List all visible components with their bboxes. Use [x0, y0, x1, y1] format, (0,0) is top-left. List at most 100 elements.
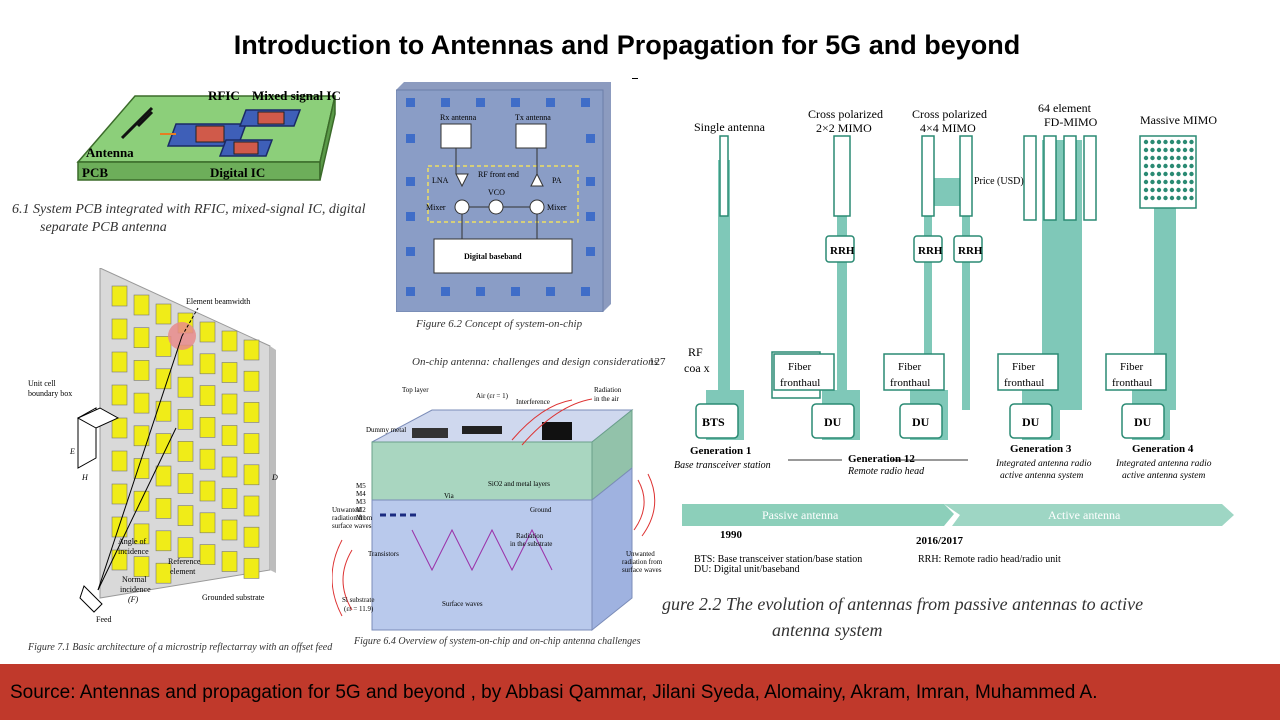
patch-element: [221, 330, 238, 352]
antenna-element-dot: [1150, 187, 1155, 193]
antenna-element-dot: [1182, 195, 1188, 201]
fig22-label-gen12-sub: Remote radio head: [847, 466, 925, 477]
antenna-element-dot: [1182, 155, 1188, 161]
figure-7-1: Element beamwidth Unit cell boundary box…: [20, 268, 350, 658]
antenna-element-dot: [1143, 171, 1149, 177]
patch-element: [111, 318, 128, 340]
patch-element: [111, 351, 128, 373]
patch-element: [221, 456, 238, 478]
antenna-element-dot: [1176, 179, 1181, 185]
fig22-label-rf2: coa x: [684, 361, 710, 375]
antenna-element-dot: [1156, 187, 1162, 193]
fig22-label-gen4-sub2: active antenna system: [1122, 471, 1206, 481]
patch-element: [111, 285, 128, 307]
patch-element: [111, 450, 128, 472]
fig64-label-m3: M3: [356, 498, 366, 506]
fig71-label-beam: Element beamwidth: [186, 297, 250, 306]
fig64-label-interference: Interference: [516, 398, 550, 406]
fig61-caption-line1: 6.1 System PCB integrated with RFIC, mix…: [12, 202, 366, 217]
fig22-label-price: Price (USD): [974, 176, 1024, 187]
patch-element: [133, 556, 150, 577]
figure-6-2: Rx antenna Tx antenna RF front end LNA P…: [396, 82, 636, 334]
patch-element: [199, 480, 216, 502]
patch-element: [177, 473, 194, 494]
patch-element: [243, 495, 260, 517]
fig61-label-antenna: Antenna: [86, 145, 134, 160]
fig71-label-ground: Grounded substrate: [202, 593, 265, 602]
fig71-label-h: H: [81, 473, 89, 482]
fig71-caption: Figure 7.1 Basic architecture of a micro…: [28, 642, 333, 653]
antenna-element-dot: [1169, 139, 1175, 145]
figure-6-1: RFIC Mixed signal IC Antenna PCB Digital…: [0, 80, 395, 240]
fig71-label-unit1: Unit cell: [28, 379, 57, 388]
antenna-element-dot: [1163, 139, 1168, 145]
fig62-label-rx: Rx antenna: [440, 113, 477, 122]
fig22-label-du4: DU: [1134, 415, 1152, 429]
fig64-label-rad-air2: in the air: [594, 395, 620, 403]
fig22-label-single: Single antenna: [694, 120, 766, 134]
fig22-label-gen4-sub1: Integrated antenna radio: [1115, 459, 1212, 469]
fig22-label-fiber2a: Fiber: [898, 361, 922, 373]
fig64-label-sio2: SiO2 and metal layers: [488, 480, 550, 488]
fig62-label-pa: PA: [552, 176, 562, 185]
fig61-label-digital: Digital IC: [210, 165, 265, 180]
fig64-label-via: Via: [444, 492, 455, 500]
fig22-label-du2: DU: [912, 415, 930, 429]
patch-element: [221, 519, 238, 541]
antenna-element-dot: [1163, 163, 1168, 169]
antenna-element-dot: [1143, 139, 1149, 145]
antenna-element-dot: [1182, 171, 1188, 177]
patch-element: [221, 488, 238, 509]
fig71-label-normal3: (F): [128, 595, 139, 604]
patch-element: [111, 516, 128, 538]
fig64-label-si2: (εr = 11.9): [344, 605, 374, 613]
patch-element: [199, 544, 216, 565]
fig22-label-du3: DU: [1022, 415, 1040, 429]
fig64-label-unw-r2: radiation from: [622, 558, 662, 566]
patch-element: [155, 400, 172, 422]
fig22-diagram: Single antenna Cross polarized 2×2 MIMO …: [674, 101, 1234, 575]
fig22-label-year1: 1990: [720, 529, 743, 541]
fig64-label-ground: Ground: [530, 506, 552, 514]
fig22-legend-bts: BTS: Base transceiver station/base stati…: [694, 554, 862, 565]
antenna-element-dot: [1156, 179, 1162, 185]
antenna-element-dot: [1156, 155, 1162, 161]
antenna-element-dot: [1169, 195, 1175, 201]
fig22-label-fiber2b: fronthaul: [890, 377, 930, 389]
fig71-diagram: Element beamwidth Unit cell boundary box…: [28, 268, 278, 623]
figure-6-4: On-chip antenna: challenges and design c…: [332, 350, 666, 655]
antenna-element-dot: [1189, 187, 1194, 193]
antenna-element-dot: [1182, 163, 1188, 169]
patch-element: [243, 370, 260, 392]
patch-element: [155, 465, 172, 487]
antenna-element-dot: [1182, 147, 1188, 153]
fig64-label-m4: M4: [356, 490, 366, 498]
title-dash: [632, 78, 638, 79]
fig22-caption-line2: antenna system: [772, 620, 883, 640]
antenna-element-dot: [1150, 147, 1155, 153]
patch-element: [199, 321, 216, 343]
antenna-element-dot: [1156, 195, 1162, 201]
antenna-element-dot: [1169, 147, 1175, 153]
antenna-element-dot: [1163, 155, 1168, 161]
fig64-label-rad-sub1: Radiation: [516, 532, 544, 540]
fig64-label-m1: M1: [356, 514, 366, 522]
fig64-label-surface: Surface waves: [442, 600, 483, 608]
patch-element: [111, 483, 128, 505]
antenna-element-dot: [1150, 179, 1155, 185]
fig22-label-fiber1a: Fiber: [788, 361, 812, 373]
fig22-label-gen3-sub1: Integrated antenna radio: [995, 459, 1092, 469]
patch-element: [243, 402, 260, 423]
patch-element: [133, 360, 150, 381]
patch-element: [177, 505, 194, 526]
fig64-label-rad-sub2: in the substrate: [510, 540, 552, 548]
antenna-element-dot: [1156, 147, 1162, 153]
antenna-element-dot: [1156, 163, 1162, 169]
fig22-label-fiber1b: fronthaul: [780, 377, 820, 389]
fig22-label-gen3: Generation 3: [1010, 443, 1072, 455]
antenna-element-dot: [1143, 195, 1149, 201]
fig22-label-cross1: Cross polarized: [808, 107, 883, 121]
antenna-element-dot: [1169, 163, 1175, 169]
patch-element: [221, 362, 238, 383]
antenna-element-dot: [1169, 179, 1175, 185]
